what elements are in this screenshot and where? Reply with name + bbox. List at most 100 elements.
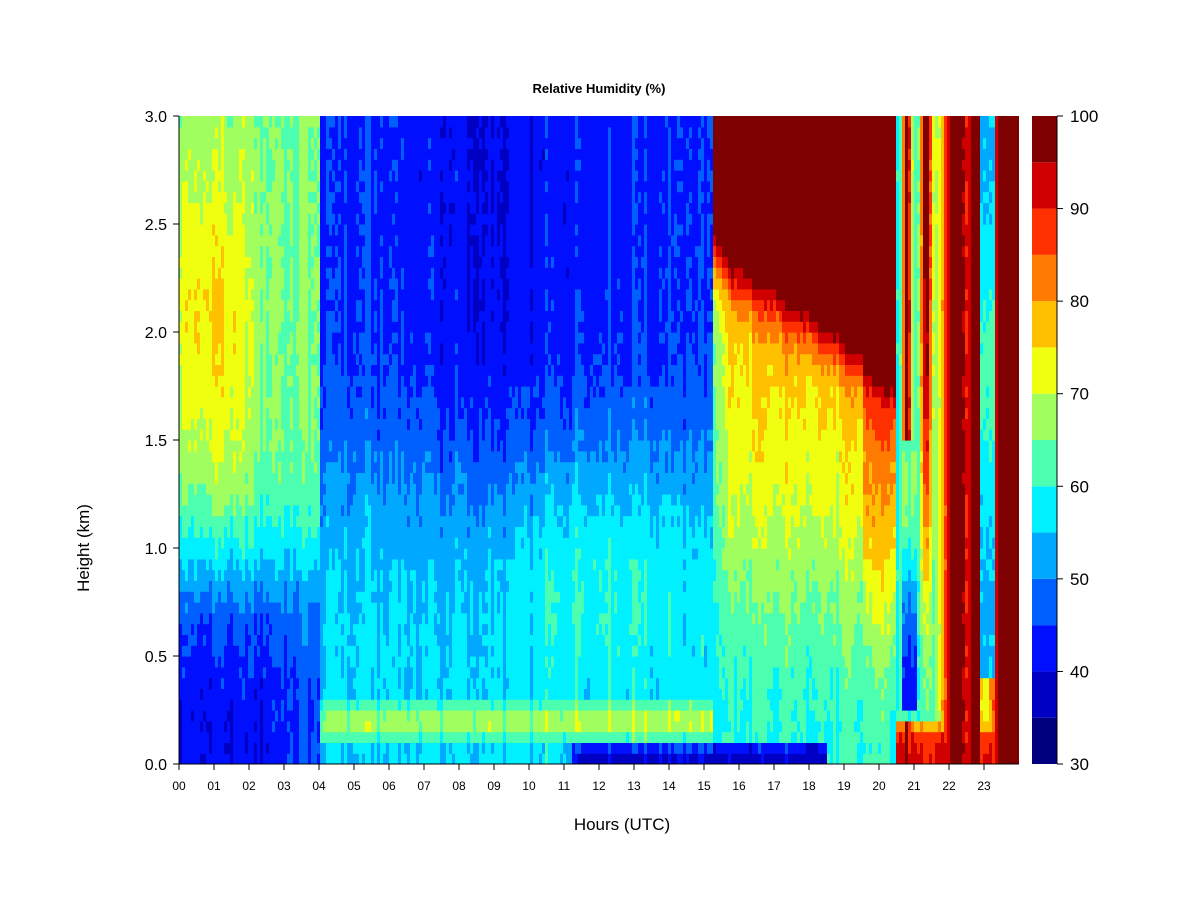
heatmap-cell [254,396,258,409]
heatmap-cell [215,375,219,387]
heatmap-cell [275,472,279,484]
heatmap-cell [218,126,222,139]
heatmap-cell [287,299,291,311]
heatmap-cell [251,612,255,625]
heatmap-cell [317,612,321,625]
heatmap-cell [233,731,237,743]
heatmap-cell [266,116,270,128]
heatmap-cell [281,450,285,463]
heatmap-cell [227,612,231,625]
heatmap-cell [242,602,246,614]
heatmap-cell [239,234,243,247]
heatmap-cell [242,656,246,668]
heatmap-cell [314,202,318,214]
heatmap-cell [224,558,228,571]
heatmap-cell [296,342,300,355]
heatmap-cell [212,202,216,214]
heatmap-cell [203,213,207,225]
heatmap-cell [248,742,252,754]
heatmap-cell [239,483,243,495]
heatmap-cell [254,688,258,700]
heatmap-cell [317,137,321,149]
heatmap-cell [284,299,288,311]
heatmap-cell [212,126,216,139]
heatmap-cell [257,623,261,635]
heatmap-cell [251,472,255,484]
heatmap-cell [278,191,282,203]
heatmap-cell [254,245,258,257]
heatmap-cell [296,159,300,171]
heatmap-cell [209,526,213,538]
heatmap-cell [293,472,297,484]
heatmap-cell [191,278,195,290]
heatmap-cell [185,537,189,549]
heatmap-cell [281,213,285,225]
heatmap-cell [227,429,231,441]
heatmap-cell [290,612,294,625]
heatmap-cell [206,126,210,139]
heatmap-cell [308,440,312,452]
heatmap-cell [275,396,279,409]
heatmap-cell [281,623,285,635]
heatmap-cell [227,342,231,355]
heatmap-cell [251,299,255,311]
heatmap-cell [302,591,306,603]
heatmap-cell [311,429,315,441]
heatmap-cell [296,645,300,657]
heatmap-cell [284,375,288,387]
heatmap-cell [197,137,201,149]
heatmap-cell [320,267,324,279]
heatmap-cell [185,483,189,495]
heatmap-cell [179,677,183,689]
heatmap-cell [248,332,252,344]
heatmap-cell [320,612,324,625]
heatmap-cell [257,580,261,592]
heatmap-cell [251,234,255,247]
heatmap-cell [287,450,291,463]
heatmap-cell [290,148,294,160]
heatmap-cell [299,623,303,635]
heatmap-cell [293,634,297,646]
heatmap-cell [239,494,243,506]
heatmap-cell [317,602,321,614]
heatmap-cell [248,515,252,527]
heatmap-cell [308,688,312,700]
heatmap-cell [227,234,231,247]
heatmap-cell [326,710,330,722]
heatmap-cell [230,332,234,344]
heatmap-cell [311,753,315,764]
heatmap-cell [326,526,330,538]
heatmap-cell [326,504,330,517]
heatmap-cell [305,483,309,495]
heatmap-cell [266,591,270,603]
heatmap-cell [266,753,270,764]
heatmap-cell [248,753,252,764]
heatmap-cell [323,656,327,668]
heatmap-cell [293,148,297,160]
heatmap-cell [245,537,249,549]
heatmap-cell [188,494,192,506]
heatmap-cell [254,332,258,344]
heatmap-cell [245,440,249,452]
heatmap-cell [278,742,282,754]
heatmap-cell [320,731,324,743]
heatmap-cell [233,645,237,657]
heatmap-cell [245,699,249,711]
heatmap-cell [209,537,213,549]
heatmap-cell [287,202,291,214]
heatmap-cell [323,375,327,387]
heatmap-cell [260,526,264,538]
heatmap-cell [272,126,276,139]
heatmap-cell [308,645,312,657]
heatmap-cell [191,548,195,560]
heatmap-cell [251,526,255,538]
heatmap-cell [245,386,249,398]
heatmap-cell [191,234,195,247]
heatmap-cell [206,202,210,214]
heatmap-cell [209,267,213,279]
heatmap-cell [194,310,198,322]
heatmap-cell [233,602,237,614]
heatmap-cell [224,148,228,160]
heatmap-cell [242,386,246,398]
heatmap-cell [278,699,282,711]
